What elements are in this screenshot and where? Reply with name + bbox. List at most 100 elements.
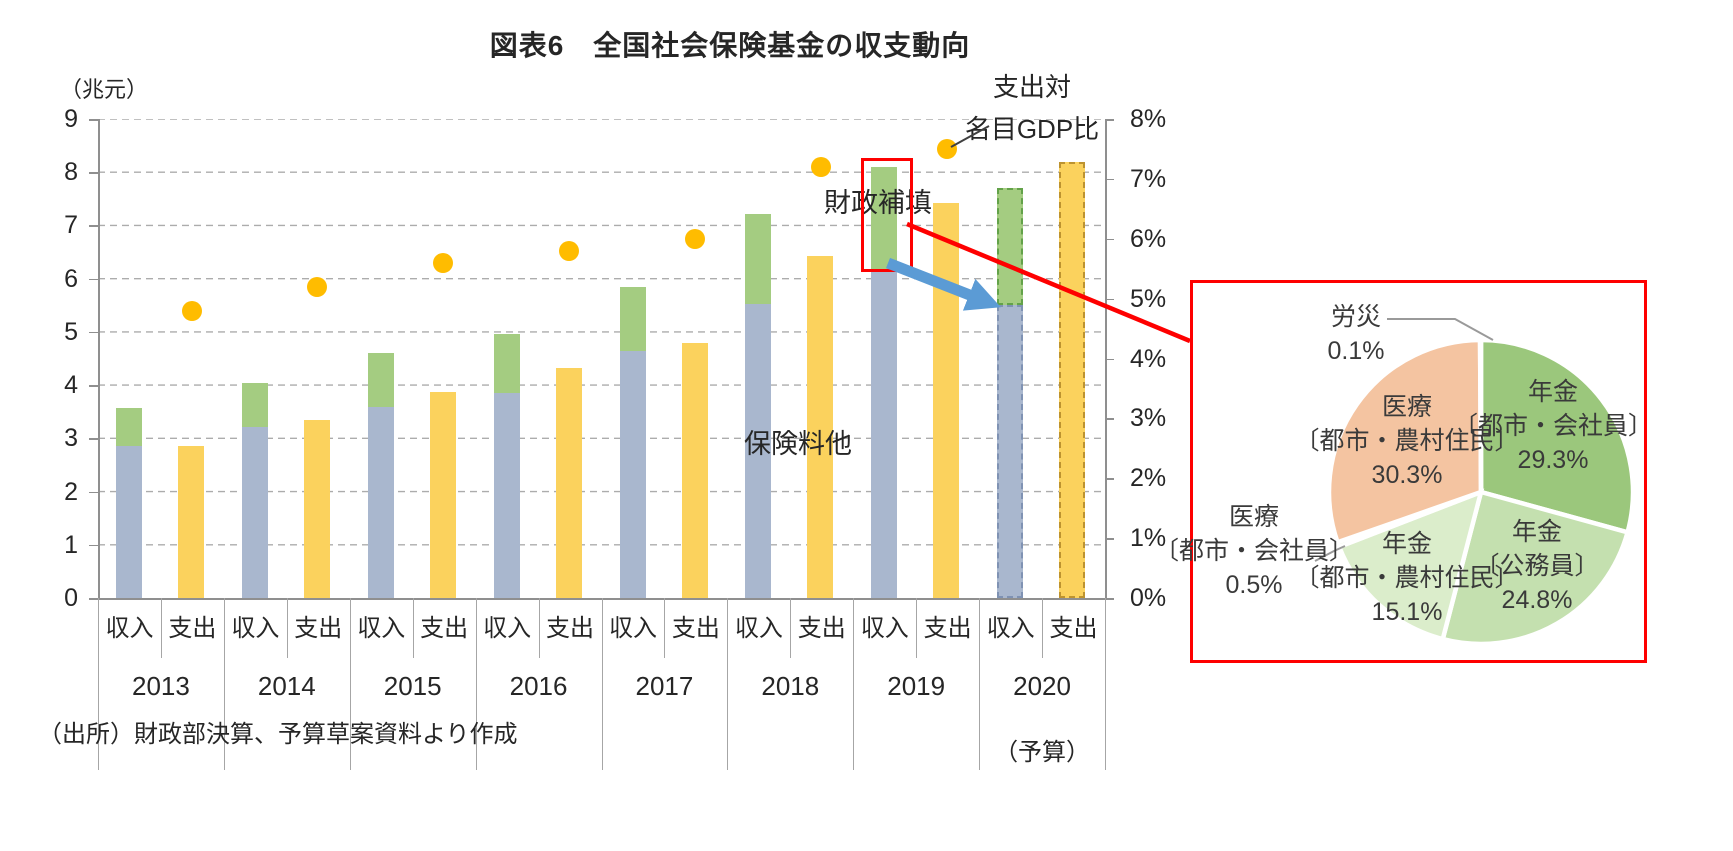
left-axis-tick-label: 3 bbox=[64, 424, 78, 453]
right-axis-tick bbox=[1105, 538, 1114, 540]
left-axis-tick-label: 7 bbox=[64, 211, 78, 240]
x-axis-group-separator bbox=[223, 598, 225, 770]
right-axis-tick bbox=[1105, 418, 1114, 420]
income-bar-premium bbox=[367, 407, 394, 598]
left-axis-tick-label: 6 bbox=[64, 264, 78, 293]
left-axis-unit-label: （兆元） bbox=[60, 77, 149, 102]
left-axis-tick-label: 5 bbox=[64, 317, 78, 346]
x-axis-cell-separator bbox=[1042, 598, 1044, 658]
x-axis-label-income: 収入 bbox=[734, 615, 783, 642]
income-bar-subsidy bbox=[367, 353, 394, 408]
expenditure-bar bbox=[807, 256, 834, 598]
income-bar-premium bbox=[997, 305, 1024, 598]
premium-annotation: 保険料他 bbox=[744, 429, 852, 459]
income-bar-subsidy bbox=[619, 286, 646, 351]
x-axis-cell-separator bbox=[664, 598, 666, 658]
x-axis-cell-separator bbox=[538, 598, 540, 658]
pie-slice bbox=[1440, 489, 1631, 647]
x-axis-year-label: 2020 bbox=[1013, 671, 1071, 701]
pie-slice-pct: 24.8% bbox=[1501, 586, 1573, 614]
expenditure-bar bbox=[178, 446, 204, 598]
pie-slice-label: 年金 〔都市・会社員〕 29.3% bbox=[1413, 375, 1693, 477]
left-axis-tick bbox=[89, 225, 98, 227]
income-bar-premium bbox=[116, 446, 142, 598]
pie-slice-label-line: 〔都市・農村住民〕 bbox=[1294, 564, 1520, 592]
income-bar-premium bbox=[241, 426, 268, 598]
x-axis-label-expenditure: 支出 bbox=[923, 615, 972, 642]
left-axis-tick-label: 0 bbox=[64, 584, 78, 612]
right-axis-tick bbox=[1105, 298, 1114, 301]
left-axis-tick bbox=[89, 385, 98, 387]
income-bar-subsidy bbox=[493, 333, 520, 394]
right-axis-tick-label: 6% bbox=[1130, 224, 1167, 253]
pie-slice-label: 年金 〔公務員〕 24.8% bbox=[1397, 515, 1677, 617]
x-axis-group-separator bbox=[979, 598, 981, 770]
left-axis-tick bbox=[89, 544, 98, 547]
right-axis-tick bbox=[1105, 238, 1114, 241]
pie-slice bbox=[1477, 337, 1484, 493]
x-axis-label-income: 収入 bbox=[860, 615, 909, 642]
pie-slice-label-line: 〔都市・会社員〕 bbox=[1452, 412, 1653, 440]
subsidy-annotation: 財政補填 bbox=[824, 188, 932, 218]
x-axis-group-separator bbox=[349, 598, 351, 770]
income-bar-premium bbox=[745, 304, 772, 598]
x-axis-label-income: 収入 bbox=[608, 615, 657, 642]
x-axis-budget-note: （予算） bbox=[994, 739, 1091, 766]
right-axis-tick bbox=[1105, 358, 1114, 360]
gdp-ratio-dot bbox=[433, 252, 454, 273]
left-axis-tick-label: 2 bbox=[64, 477, 78, 506]
left-axis-line bbox=[98, 119, 100, 598]
x-axis-group-separator bbox=[727, 598, 729, 770]
pie-leader-iryo-kaishain bbox=[1314, 545, 1346, 562]
income-bar-subsidy bbox=[241, 382, 268, 427]
x-axis-year-label: 2016 bbox=[509, 671, 568, 701]
pie-slice-label-line: 〔都市・会社員〕 bbox=[1153, 537, 1354, 565]
right-axis-tick-label: 0% bbox=[1130, 584, 1167, 612]
red-callout-rect bbox=[861, 158, 913, 272]
pie-chart bbox=[1314, 318, 1636, 647]
x-axis-label-expenditure: 支出 bbox=[797, 615, 846, 642]
left-axis-tick-label: 1 bbox=[64, 530, 78, 559]
pie-slice-label-line: 年金 bbox=[1527, 378, 1578, 406]
income-bar-premium bbox=[871, 270, 898, 598]
expenditure-bar bbox=[681, 342, 708, 598]
x-axis-group-separator bbox=[1105, 598, 1106, 770]
pie-slice-pct: 0.5% bbox=[1225, 571, 1283, 599]
x-axis-label-expenditure: 支出 bbox=[671, 615, 720, 642]
left-axis-tick bbox=[89, 331, 98, 334]
right-axis-tick-label: 1% bbox=[1130, 524, 1167, 553]
pie-slice-label: 年金 〔都市・農村住民〕 15.1% bbox=[1267, 527, 1547, 629]
x-axis-label-income: 収入 bbox=[986, 615, 1035, 642]
left-axis-tick bbox=[89, 438, 98, 440]
right-axis-tick-label: 4% bbox=[1130, 344, 1167, 373]
gdp-ratio-annotation: 支出対 名目GDP比 bbox=[902, 66, 1162, 150]
expenditure-bar bbox=[429, 391, 456, 598]
pie-slice-label: 医療〔都市・会社員〕 0.5% bbox=[1114, 500, 1394, 602]
income-bar-premium bbox=[619, 350, 646, 598]
right-axis-tick bbox=[1105, 598, 1114, 600]
left-axis-tick bbox=[89, 172, 98, 174]
x-axis-group-separator bbox=[853, 598, 855, 770]
x-axis-year-label: 2019 bbox=[887, 671, 946, 701]
x-axis-label-expenditure: 支出 bbox=[1049, 615, 1098, 642]
pie-slice-pct: 15.1% bbox=[1371, 598, 1443, 626]
x-axis-year-label: 2013 bbox=[132, 671, 190, 701]
x-axis-label-income: 収入 bbox=[231, 615, 280, 642]
expenditure-bar bbox=[555, 368, 582, 598]
gdp-ratio-dot bbox=[307, 276, 328, 297]
right-axis-tick bbox=[1105, 478, 1114, 480]
pie-slice-label-line: 〔都市・農村住民〕 bbox=[1294, 427, 1520, 455]
x-axis-year-label: 2014 bbox=[257, 671, 316, 701]
pie-slice-label-line: 医療 bbox=[1228, 503, 1279, 531]
expenditure-bar bbox=[1059, 161, 1086, 598]
left-axis-tick bbox=[89, 278, 98, 281]
x-axis-label-expenditure: 支出 bbox=[168, 615, 217, 642]
pie-slice bbox=[1326, 337, 1484, 546]
pie-slice-label-line: 医療 bbox=[1381, 393, 1432, 421]
x-axis-cell-separator bbox=[160, 598, 162, 658]
pie-slice-label: 労災 0.1% bbox=[1216, 300, 1496, 368]
x-axis-year-label: 2017 bbox=[635, 671, 694, 701]
income-bar-subsidy bbox=[871, 166, 898, 271]
pie-slice-label-line: 労災 bbox=[1330, 303, 1381, 331]
